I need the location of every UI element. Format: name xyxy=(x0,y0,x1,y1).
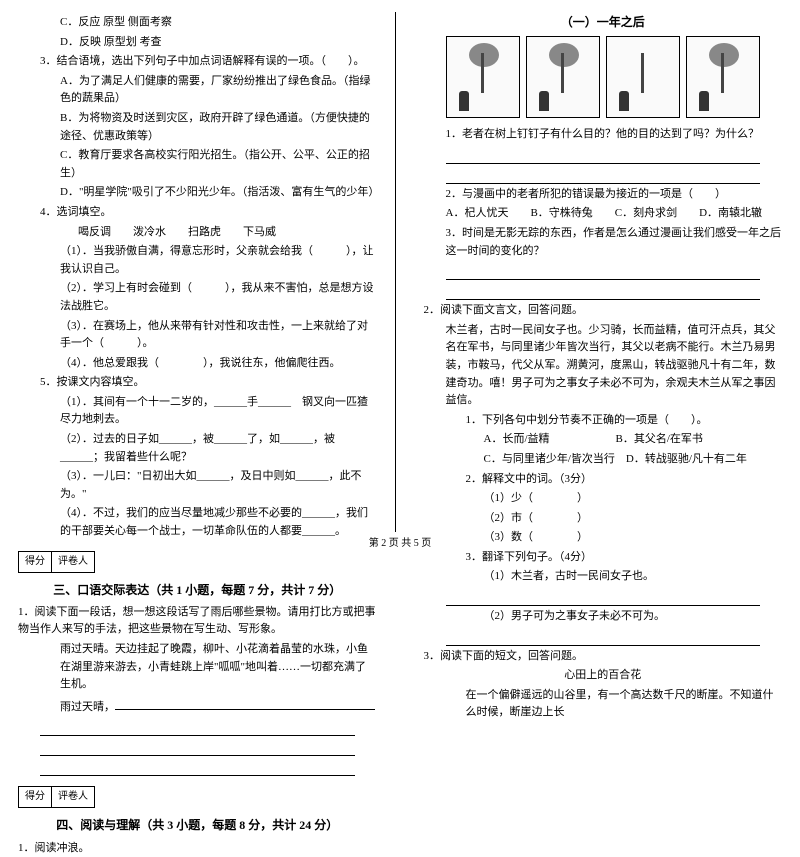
q5-2: （2）．过去的日子如______，被______了，如______，被_____… xyxy=(18,431,377,466)
r-q3main: 3．阅读下面的短文，回答问题。 xyxy=(424,648,783,666)
q3-b: B．为将物资及时送到灾区，政府开辟了绿色通道。（方便快捷的途径、优惠政策等） xyxy=(18,110,377,145)
blank-row xyxy=(446,166,761,184)
comic-panel-3 xyxy=(606,36,680,118)
page-container: C．反应 原型 侧面考察 D．反映 原型划 考查 3．结合语境，选出下列句子中加… xyxy=(18,12,782,532)
r-q2: 2．与漫画中的老者所犯的错误最为接近的一项是（ ） xyxy=(424,186,783,204)
q4-1: （1）．当我骄傲自满，得意忘形时，父亲就会给我（ ），让我认识自己。 xyxy=(18,243,377,278)
r-q2main: 2．阅读下面文言文，回答问题。 xyxy=(424,302,783,320)
r-sub1a: A．长而/益精 B．其父名/在军书 xyxy=(424,431,783,449)
comic-panel-2 xyxy=(526,36,600,118)
q4: 4．选词填空。 xyxy=(18,204,377,222)
blank-row xyxy=(40,738,355,756)
score-label: 得分 xyxy=(19,787,52,807)
blank-row xyxy=(446,588,761,606)
score-label: 得分 xyxy=(19,552,52,572)
right-column: （一）一年之后 1．老者在树上钉钉子有什么目的？他的目的达到了吗？为什么？ 2．… xyxy=(420,12,783,532)
r-body1: 木兰者，古时一民间女子也。少习骑，长而益精，值可汗点兵，其父名在军书，与同里诸少… xyxy=(424,322,783,410)
q5-4: （4）．不过，我们的应当尽量地减少那些不必要的______，我们的干部要关心每一… xyxy=(18,505,377,540)
story-title: 心田上的百合花 xyxy=(424,667,783,685)
score-box-3: 得分 评卷人 xyxy=(18,551,95,573)
q5: 5．按课文内容填空。 xyxy=(18,374,377,392)
q4-words: 喝反调 泼冷水 扫路虎 下马威 xyxy=(18,224,377,242)
q5-3: （3）．一儿曰："日初出大如______，及日中则如______，此不为。" xyxy=(18,468,377,503)
section-3-title: 三、口语交际表达（共 1 小题，每题 7 分，共计 7 分） xyxy=(18,581,377,600)
option-c: C．反应 原型 侧面考察 xyxy=(18,14,377,32)
blank-row xyxy=(446,146,761,164)
blank-row xyxy=(40,758,355,776)
q4-4: （4）．他总爱跟我（ ），我说往东，他偏爬往西。 xyxy=(18,355,377,373)
story-line: 在一个偏僻遥远的山谷里，有一个高达数千尺的断崖。不知道什么时候，断崖边上长 xyxy=(424,687,783,722)
r-q2-opts: A．杞人忧天 B．守株待兔 C．刻舟求剑 D．南辕北辙 xyxy=(424,205,783,223)
section-4-title: 四、阅读与理解（共 3 小题，每题 8 分，共计 24 分） xyxy=(18,816,377,835)
left-column: C．反应 原型 侧面考察 D．反映 原型划 考查 3．结合语境，选出下列句子中加… xyxy=(18,12,396,532)
comic-title: （一）一年之后 xyxy=(424,13,783,32)
blank-row xyxy=(446,262,761,280)
s4-q1: 1．阅读冲浪。 xyxy=(18,840,377,857)
r-q3: 3．时间是无影无踪的东西，作者是怎么通过漫画让我们感受一年之后这一时间的变化的？ xyxy=(424,225,783,260)
q5-1: （1）．其间有一个十一二岁的，______手______ 钢叉向一匹猹尽力地刺去… xyxy=(18,394,377,429)
comic-panel-4 xyxy=(686,36,760,118)
r-sub2c: （3）数（ ） xyxy=(424,529,783,547)
option-d: D．反映 原型划 考查 xyxy=(18,34,377,52)
q3-c: C．教育厅要求各高校实行阳光招生。（指公开、公平、公正的招生） xyxy=(18,147,377,182)
r-sub3b: （2）男子可为之事女子未必不可为。 xyxy=(424,608,783,626)
r-sub2: 2．解释文中的词。（3分） xyxy=(424,471,783,489)
r-sub1: 1．下列各句中划分节奏不正确的一项是（ ）。 xyxy=(424,412,783,430)
r-q1: 1．老者在树上钉钉子有什么目的？他的目的达到了吗？为什么？ xyxy=(424,126,783,144)
q3-a: A．为了满足人们健康的需要，厂家纷纷推出了绿色食品。（指绿色的蔬果品） xyxy=(18,73,377,108)
s3-line2: 雨过天晴， xyxy=(18,696,377,717)
score-box-4: 得分 评卷人 xyxy=(18,786,95,808)
comic-panel-1 xyxy=(446,36,520,118)
q4-3: （3）．在赛场上，他从来带有针对性和攻击性，一上来就给了对手一个（ ）。 xyxy=(18,318,377,353)
r-sub1b: C．与同里诸少年/皆次当行 D．转战驱驰/凡十有二年 xyxy=(424,451,783,469)
grader-label: 评卷人 xyxy=(52,787,94,807)
r-sub3a: （1）木兰者，古时一民间女子也。 xyxy=(424,568,783,586)
q3-intro: 3．结合语境，选出下列句子中加点词语解释有误的一项。（ ）。 xyxy=(18,53,377,71)
r-sub2b: （2）市（ ） xyxy=(424,510,783,528)
comic-strip xyxy=(424,36,783,118)
q4-2: （2）．学习上有时会碰到（ ），我从来不害怕，总是想方设法战胜它。 xyxy=(18,280,377,315)
blank-row xyxy=(446,628,761,646)
q3-d: D．"明星学院"吸引了不少阳光少年。（指活泼、富有生气的少年） xyxy=(18,184,377,202)
grader-label: 评卷人 xyxy=(52,552,94,572)
r-sub3: 3．翻译下列句子。（4分） xyxy=(424,549,783,567)
blank-row xyxy=(446,282,761,300)
s3-q1: 1．阅读下面一段话，想一想这段话写了雨后哪些景物。请用打比方或把事物当作人来写的… xyxy=(18,604,377,639)
blank-row xyxy=(40,718,355,736)
s3-line1: 雨过天晴。天边挂起了晚霞，柳叶、小花滴着晶莹的水珠，小鱼在湖里游来游去，小青蛙跳… xyxy=(18,641,377,694)
r-sub2a: （1）少（ ） xyxy=(424,490,783,508)
